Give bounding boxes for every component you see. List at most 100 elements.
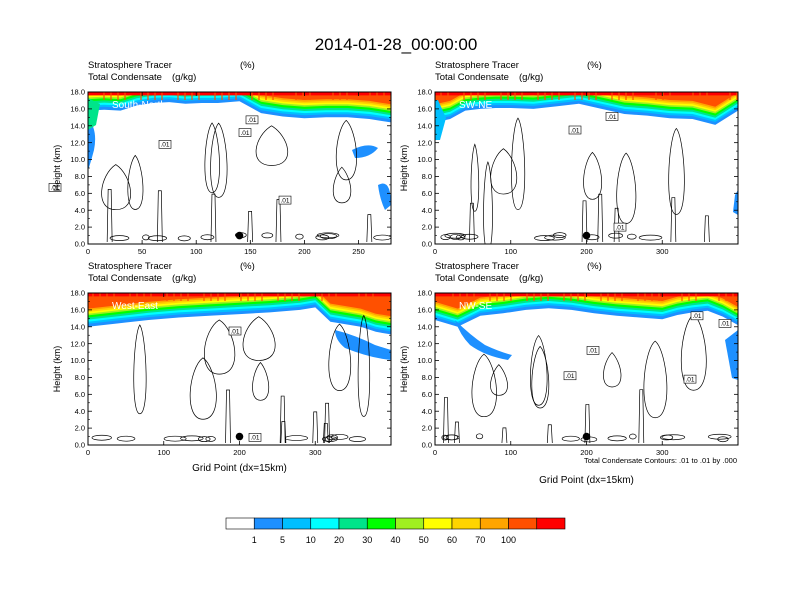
- contour-label-box: [238, 128, 252, 137]
- contour-label: .01: [160, 142, 169, 149]
- condensate-contour: [471, 353, 497, 418]
- contour-label: .01: [588, 348, 597, 355]
- condensate-contour: [469, 202, 475, 243]
- y-tick-label: 4.0: [75, 407, 85, 416]
- figure-title: 2014-01-28_00:00:00: [315, 35, 478, 54]
- location-marker: [582, 231, 591, 240]
- x-tick-label: 0: [433, 247, 437, 256]
- y-tick-label: 14.0: [417, 322, 432, 331]
- plot-background: [88, 92, 391, 244]
- panel-label: NW-SE: [459, 301, 492, 312]
- condensate-contour: [501, 427, 508, 444]
- x-tick-label: 50: [138, 247, 146, 256]
- y-tick-label: 2.0: [75, 223, 85, 232]
- colorbar-swatch: [282, 517, 312, 530]
- y-tick-label: 2.0: [75, 424, 85, 433]
- panel-subtitle-unit: (g/kg): [519, 273, 543, 284]
- condensate-contour: [332, 166, 352, 204]
- tracer-top: [88, 92, 391, 96]
- y-tick-label: 14.0: [70, 322, 85, 331]
- y-tick-label: 12.0: [70, 339, 85, 348]
- condensate-contour: [279, 395, 286, 444]
- panel-title-unit: (%): [587, 261, 602, 272]
- contour-label-box: [690, 311, 704, 321]
- x-axis-label: Grid Point (dx=15km): [539, 475, 634, 486]
- condensate-contour: [444, 232, 466, 239]
- panel-subtitle-left: Total Condensate: [435, 72, 509, 83]
- condensate-contour: [581, 200, 588, 243]
- condensate-contour: [597, 193, 604, 243]
- x-tick-label: 200: [580, 448, 593, 457]
- panel-west-east: Stratosphere Tracer (%) Total Condensate (g…: [52, 261, 392, 474]
- colorbar-swatch: [225, 517, 255, 530]
- contour-label: .01: [685, 376, 694, 383]
- condensate-contour: [156, 190, 163, 243]
- contour-label: .01: [230, 328, 239, 335]
- panels: Stratosphere Tracer (%) Total Condensate (g…: [48, 60, 739, 486]
- contour-label: .01: [615, 224, 624, 231]
- condensate-contour: [204, 122, 220, 194]
- y-tick-label: 18.0: [417, 289, 432, 298]
- x-tick-label: 250: [352, 247, 365, 256]
- colorbar-label: 1: [252, 535, 257, 545]
- condensate-contour: [583, 151, 603, 200]
- contour-label: .01: [240, 130, 249, 137]
- contour-label-box: [568, 125, 582, 135]
- condensate-contour: [629, 433, 637, 440]
- condensate-contour: [331, 434, 349, 440]
- condensate-contour: [280, 421, 287, 444]
- colorbar-label: 30: [362, 535, 372, 545]
- condensate-contour: [200, 234, 215, 241]
- panel-title-left: Stratosphere Tracer: [88, 261, 172, 272]
- intrusion: [88, 98, 100, 130]
- condensate-contour: [643, 340, 668, 419]
- condensate-contour: [707, 433, 732, 440]
- y-tick-label: 6.0: [422, 189, 432, 198]
- condensate-contour: [373, 234, 391, 241]
- contour-label-box: [586, 346, 600, 355]
- condensate-contour: [322, 422, 329, 444]
- y-axis-label: Height (km): [399, 145, 409, 192]
- colorbar-swatch: [479, 517, 509, 530]
- panel-subtitle-unit: (g/kg): [172, 273, 196, 284]
- condensate-contour: [670, 197, 677, 243]
- y-tick-label: 18.0: [70, 88, 85, 97]
- intrusion: [435, 100, 446, 140]
- contour-label: .01: [247, 117, 256, 124]
- y-tick-label: 4.0: [422, 407, 432, 416]
- intrusion: [335, 330, 391, 360]
- y-tick-label: 0.0: [422, 240, 432, 249]
- x-tick-label: 150: [244, 247, 257, 256]
- condensate-contour: [328, 323, 351, 391]
- y-tick-label: 10.0: [417, 356, 432, 365]
- condensate-contour: [295, 233, 304, 240]
- y-tick-label: 4.0: [75, 206, 85, 215]
- contour-label-box: [48, 183, 62, 192]
- condensate-contour: [316, 232, 340, 239]
- colorbar-label: 20: [334, 535, 344, 545]
- condensate-contour: [626, 233, 637, 240]
- condensate-contour: [638, 389, 645, 444]
- location-marker: [235, 432, 244, 441]
- condensate-contour: [106, 189, 113, 243]
- condensate-contour: [180, 435, 204, 442]
- condensate-contour: [116, 435, 136, 442]
- condensate-contour: [470, 143, 480, 212]
- condensate-contour: [561, 435, 580, 442]
- y-tick-label: 14.0: [417, 121, 432, 130]
- condensate-contour: [177, 235, 191, 242]
- condensate-contour: [704, 215, 710, 243]
- x-tick-label: 200: [233, 448, 246, 457]
- condensate-contour: [490, 148, 518, 195]
- x-tick-label: 100: [504, 247, 517, 256]
- condensate-contour: [142, 234, 150, 241]
- panel-subtitle-left: Total Condensate: [88, 72, 162, 83]
- condensate-contour: [584, 404, 591, 444]
- colorbar-swatch: [536, 517, 566, 530]
- location-marker: [582, 432, 591, 441]
- contour-label: .01: [50, 185, 59, 192]
- x-tick-label: 0: [433, 448, 437, 457]
- contour-label-box: [613, 222, 627, 232]
- contour-label-box: [683, 374, 697, 384]
- panel-title-unit: (%): [587, 60, 602, 71]
